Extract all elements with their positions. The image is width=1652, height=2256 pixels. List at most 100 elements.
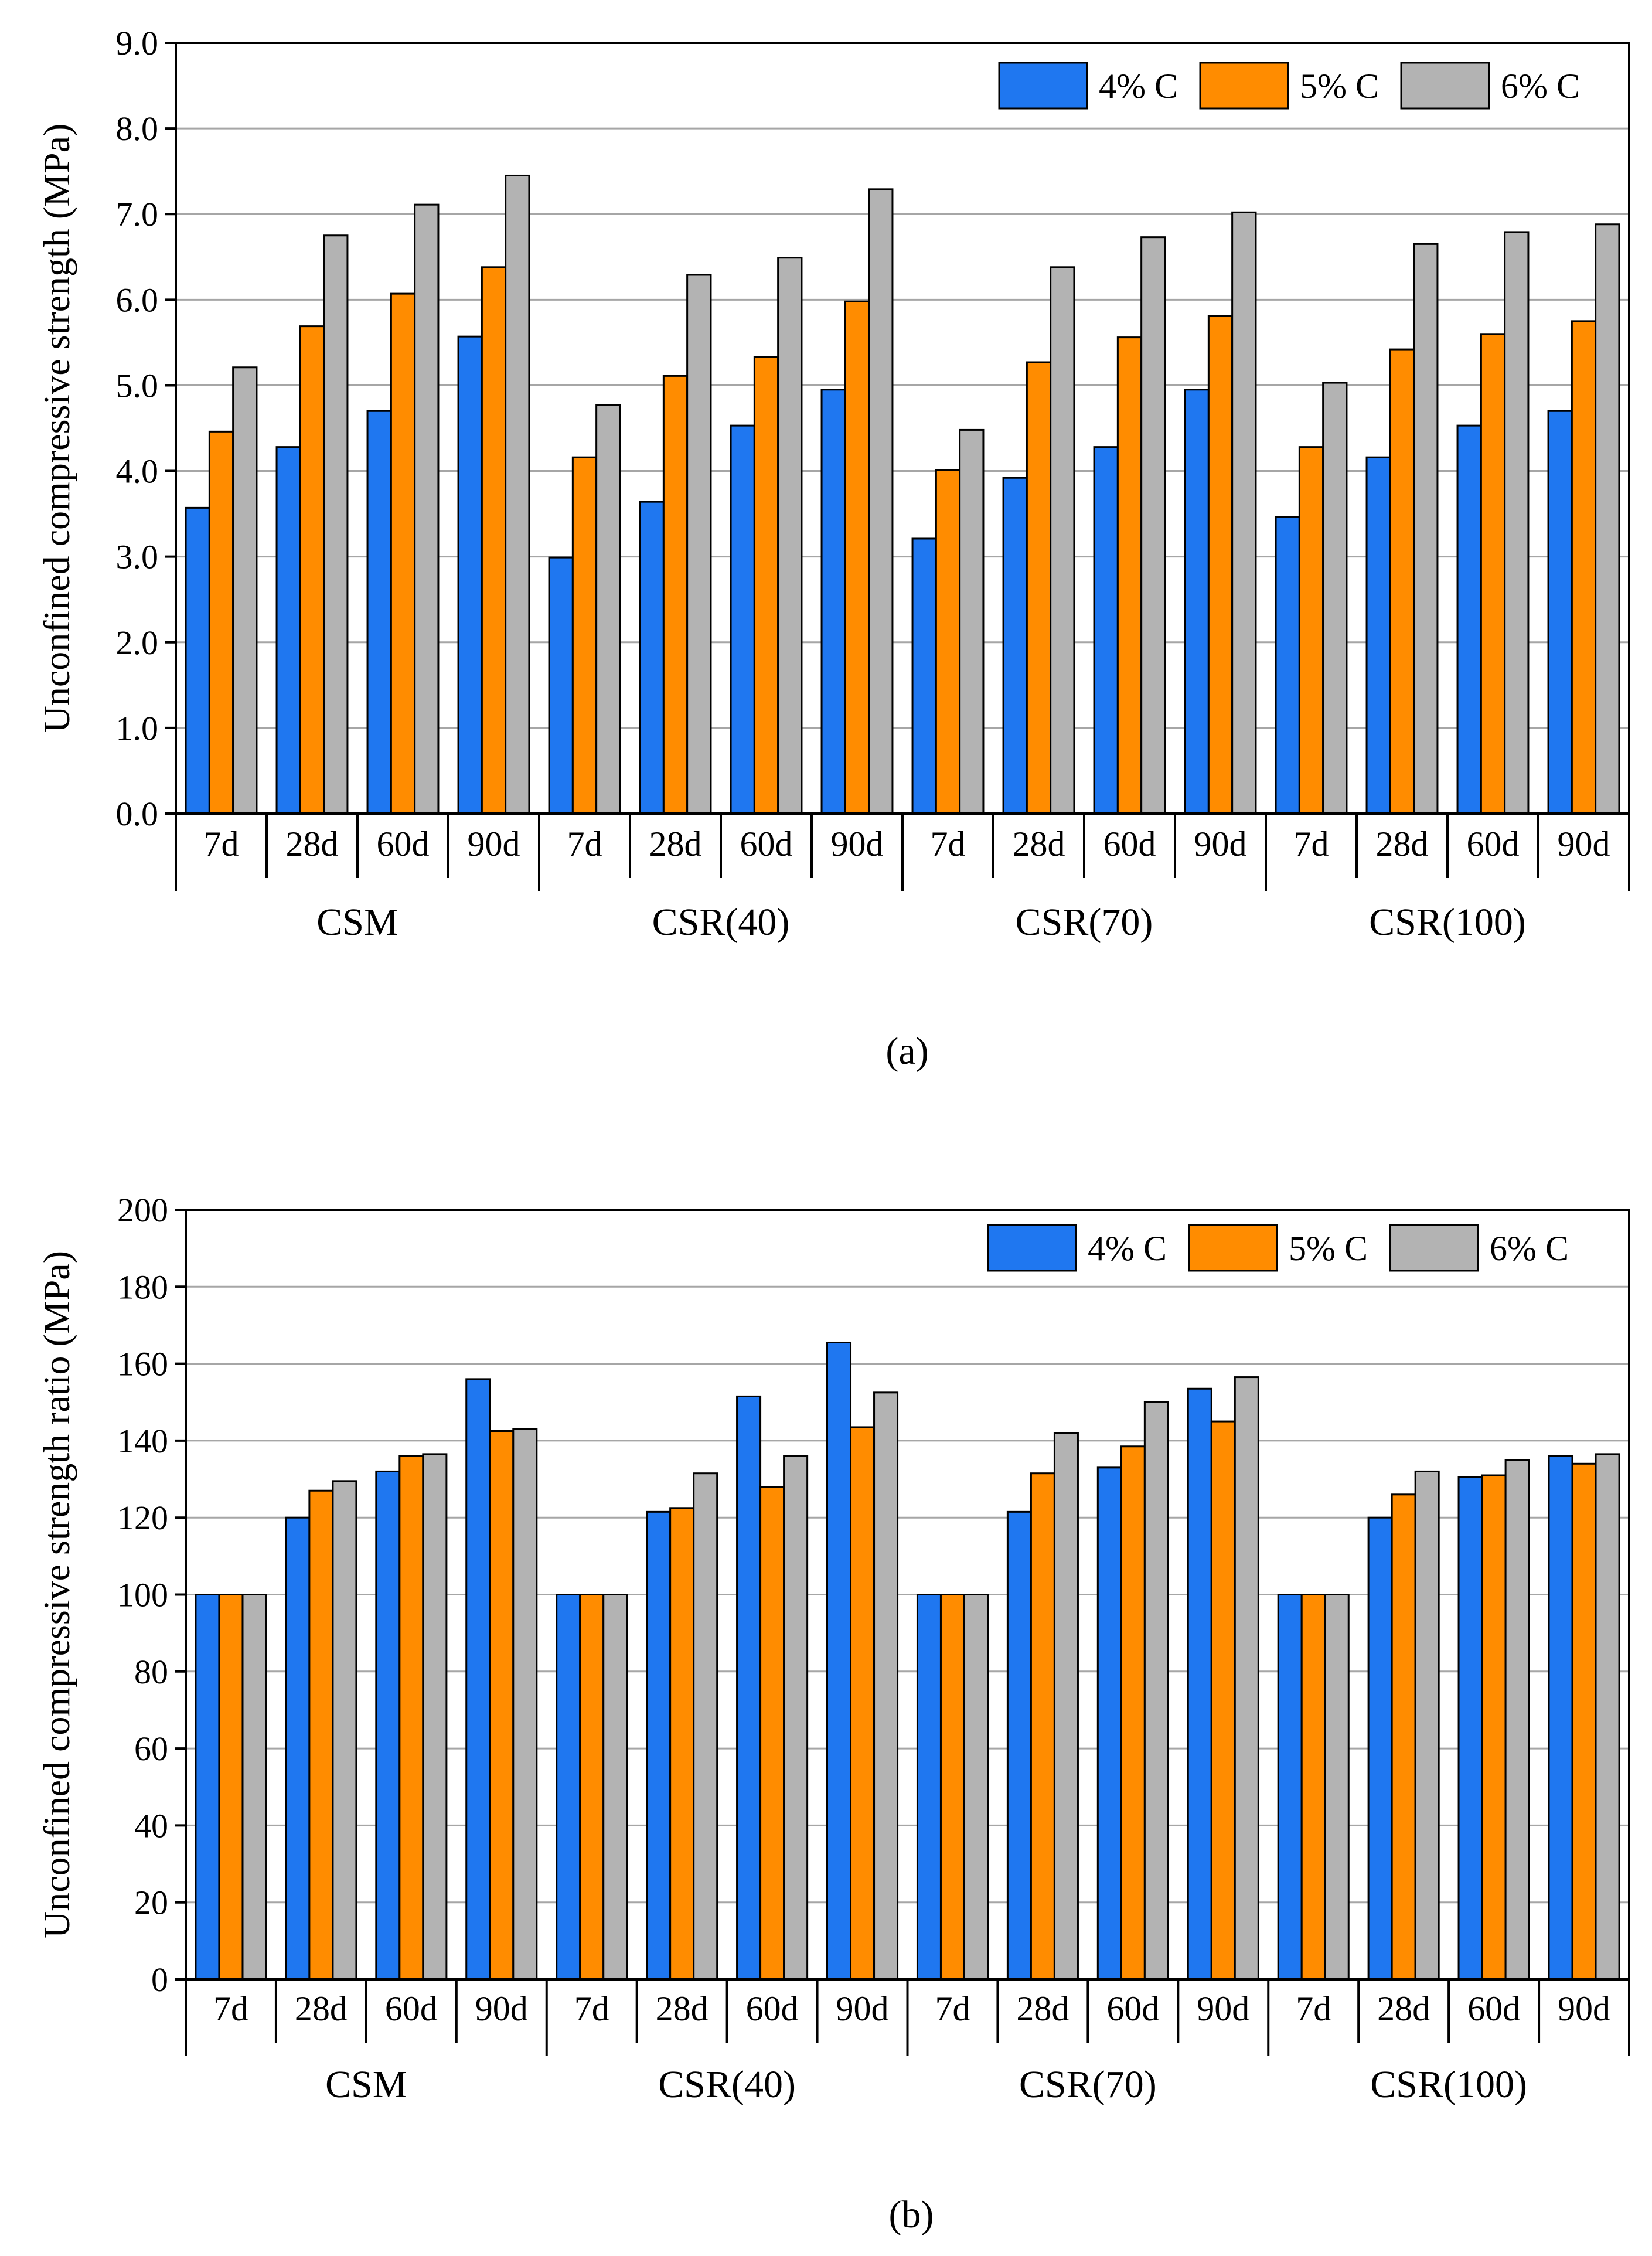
age-label: 28d (295, 1989, 348, 2028)
bar-5c-4 (579, 1594, 605, 1981)
y-axis-title: Unconfined compressive strength (MPa) (36, 124, 77, 733)
legend-swatch (1400, 62, 1490, 110)
bar-6c-14 (1504, 231, 1530, 815)
bar-5c-0 (218, 1594, 244, 1981)
bar-6c-11 (1231, 211, 1257, 815)
group-label: CSR(70) (1019, 2063, 1157, 2106)
age-label: 90d (468, 825, 520, 863)
age-label: 90d (1194, 825, 1247, 863)
bar-5c-12 (1300, 1594, 1326, 1981)
age-label: 28d (1377, 1989, 1430, 2028)
bar-6c-2 (422, 1453, 448, 1981)
bar-5c-14 (1481, 1474, 1507, 1981)
bar-5c-7 (844, 300, 870, 815)
bar-4c-15 (1548, 1455, 1573, 1981)
bar-5c-3 (481, 266, 507, 815)
bar-4c-12 (1275, 516, 1300, 815)
group-label: CSR(100) (1370, 2063, 1527, 2106)
age-label: 7d (213, 1989, 248, 2028)
age-label: 60d (746, 1989, 799, 2028)
bar-5c-13 (1389, 348, 1415, 815)
group-label: CSR(100) (1369, 901, 1526, 944)
bar-5c-1 (308, 1489, 334, 1981)
bar-4c-5 (646, 1510, 672, 1981)
age-label: 7d (574, 1989, 609, 2028)
bar-5c-9 (1030, 1472, 1055, 1981)
bar-4c-9 (1006, 1510, 1032, 1981)
bar-6c-13 (1413, 243, 1439, 815)
age-label: 7d (1294, 825, 1329, 863)
age-label: 60d (1467, 825, 1520, 863)
age-label: 90d (475, 1989, 528, 2028)
y-tick-label: 4.0 (116, 452, 159, 491)
age-label: 90d (1197, 1989, 1249, 2028)
age-label: 90d (831, 825, 884, 863)
bar-5c-14 (1480, 333, 1506, 815)
category-axis: 7d 28d 60d 90d 7d 28d 60d 90d 7d 28d 60d 90d 7d 28d 60… (185, 1979, 1630, 2106)
legend: 4% C 5% C 6% C (998, 62, 1580, 110)
bar-6c-15 (1595, 1453, 1620, 1981)
y-tick-label: 200 (117, 1191, 168, 1229)
bar-4c-8 (916, 1594, 942, 1981)
age-label: 28d (1013, 825, 1065, 863)
y-tick-label: 160 (117, 1345, 168, 1383)
bar-6c-13 (1414, 1470, 1440, 1981)
bar-5c-3 (489, 1430, 515, 1981)
bar-6c-5 (686, 274, 712, 815)
bar-4c-7 (820, 389, 846, 815)
bar-5c-8 (935, 469, 961, 815)
bar-6c-8 (959, 428, 985, 815)
y-tick-label: 20 (134, 1884, 168, 1922)
bar-4c-0 (185, 506, 210, 815)
age-label: 60d (385, 1989, 438, 2028)
bar-5c-12 (1298, 446, 1324, 815)
bar-6c-7 (873, 1391, 899, 1981)
age-label: 7d (935, 1989, 970, 2028)
bars (195, 1341, 1620, 1981)
bar-5c-0 (208, 430, 234, 815)
bar-4c-14 (1456, 424, 1482, 815)
bar-4c-13 (1365, 456, 1391, 815)
y-tick-label: 0.0 (116, 795, 159, 833)
bar-5c-6 (753, 356, 779, 815)
age-label: 7d (931, 825, 966, 863)
group-label: CSM (325, 2063, 407, 2106)
bar-5c-8 (939, 1594, 965, 1981)
bar-4c-4 (556, 1594, 581, 1981)
legend-label: 4% C (1088, 1229, 1167, 1268)
panel-caption: (a) (885, 1030, 928, 1073)
y-tick-label: 0 (151, 1961, 168, 1999)
bar-5c-13 (1391, 1493, 1416, 1981)
bar-5c-10 (1120, 1445, 1146, 1981)
bar-4c-11 (1184, 389, 1210, 815)
bar-6c-10 (1143, 1401, 1169, 1981)
age-label: 90d (1558, 825, 1610, 863)
legend-swatch (1199, 62, 1289, 110)
y-tick-label: 140 (117, 1422, 168, 1460)
age-label: 60d (740, 825, 793, 863)
bar-6c-4 (595, 404, 621, 815)
bar-4c-5 (639, 501, 665, 815)
legend-swatch (1188, 1224, 1278, 1272)
bar-4c-2 (366, 410, 392, 815)
bar-5c-7 (850, 1426, 876, 1981)
bar-6c-4 (602, 1594, 628, 1981)
age-label: 28d (1016, 1989, 1069, 2028)
bar-6c-6 (783, 1455, 809, 1981)
age-label: 28d (656, 1989, 709, 2028)
bar-4c-6 (730, 424, 755, 815)
bar-5c-2 (390, 292, 416, 815)
y-tick-label: 40 (134, 1806, 168, 1845)
bar-6c-12 (1324, 1594, 1350, 1981)
bar-5c-4 (571, 456, 598, 815)
bar-6c-2 (414, 203, 440, 815)
group-label: CSR(70) (1016, 901, 1153, 944)
bar-6c-0 (241, 1594, 267, 1981)
legend-label: 5% C (1289, 1229, 1368, 1268)
age-label: 7d (567, 825, 602, 863)
bar-6c-0 (232, 366, 258, 815)
y-tick-label: 8.0 (116, 110, 159, 148)
category-axis: 7d 28d 60d 90d 7d 28d 60d 90d 7d 28d 60d 90d 7d 28d 60… (175, 814, 1630, 944)
